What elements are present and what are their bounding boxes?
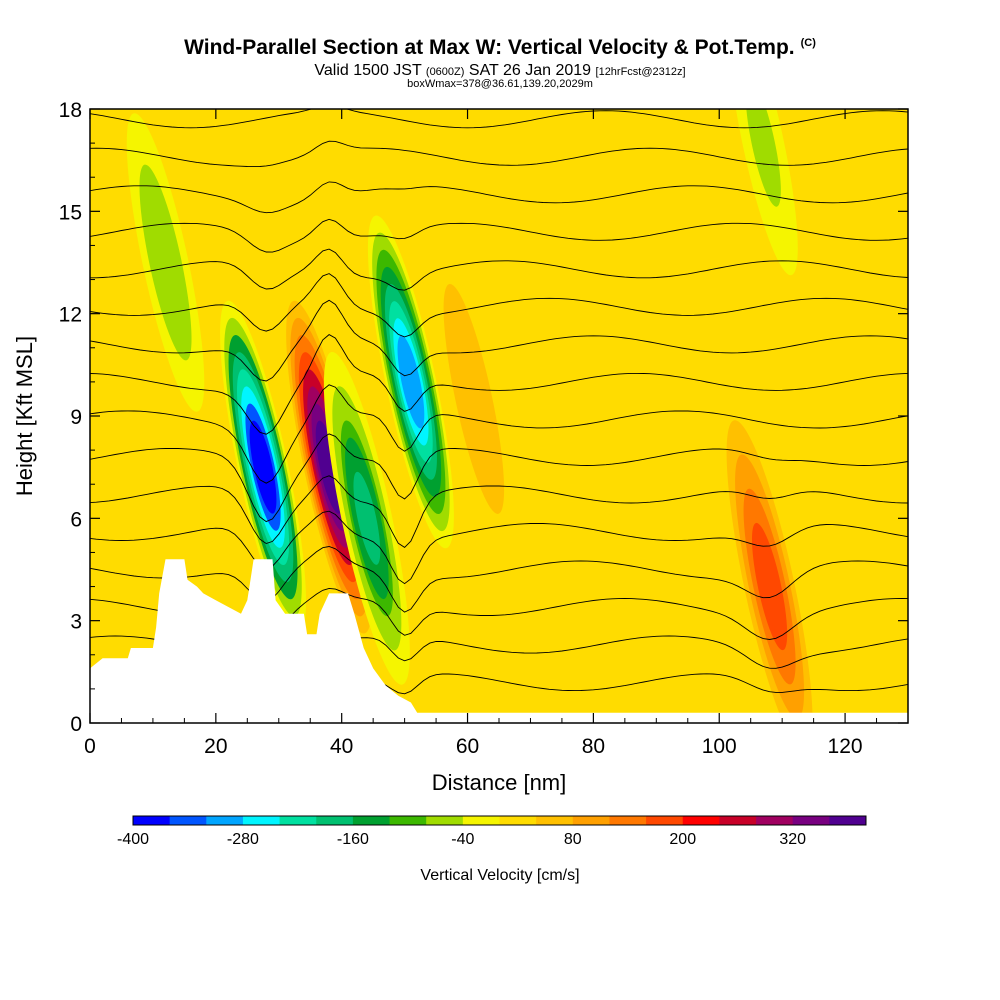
colorbar-swatch (572, 816, 610, 825)
theta-contour (90, 109, 908, 129)
x-tick-label: 120 (828, 735, 863, 758)
y-tick-label: 12 (59, 304, 82, 327)
theta-contour (90, 273, 908, 338)
colorbar-swatch (169, 816, 207, 825)
y-tick-label: 9 (70, 406, 82, 429)
x-axis-label: Distance [nm] (432, 770, 567, 795)
colorbar-swatch (756, 816, 794, 825)
theta-contour (90, 475, 908, 548)
colorbar-swatch (279, 816, 317, 825)
x-tick-label: 40 (330, 735, 353, 758)
colorbar-swatch (133, 816, 171, 825)
colorbar-swatch (829, 816, 867, 825)
theta-contour (90, 546, 908, 613)
colorbar-tick-label: -280 (227, 831, 259, 848)
theta-contour (90, 510, 908, 585)
theta-contour (90, 181, 908, 214)
colorbar-tick-label: 200 (669, 831, 696, 848)
y-tick-label: 15 (59, 201, 82, 224)
colorbar-swatch (352, 816, 391, 825)
theta-contour (90, 140, 908, 168)
colorbar-tick-label: 320 (779, 831, 806, 848)
x-tick-label: 0 (84, 735, 96, 758)
w-blob-5-7 (756, 540, 783, 634)
colorbar-swatch (792, 816, 830, 825)
theta-contour (90, 334, 908, 435)
chart-subtitle: Valid 1500 JST (0600Z) SAT 26 Jan 2019 [… (314, 62, 686, 79)
y-axis-label: Height [Kft MSL] (12, 336, 37, 496)
colorbar-swatch (316, 816, 354, 825)
y-tick-label: 18 (59, 99, 82, 122)
theta-contour (90, 218, 908, 253)
x-tick-label: 100 (702, 735, 737, 758)
colorbar-swatch (646, 816, 684, 825)
axes: 0 20 40 60 80 100 120 0 3 6 9 12 15 18 (59, 99, 908, 758)
colorbar-tick-label: -400 (117, 831, 149, 848)
w-blob-0-7 (152, 215, 179, 310)
colorbar-swatch (462, 816, 500, 825)
chart-title: Wind-Parallel Section at Max W: Vertical… (184, 36, 816, 59)
w-blob-2-7 (315, 420, 343, 514)
colorbar-swatch (242, 816, 281, 825)
box-info: boxWmax=378@36.61,139.20,2029m (407, 78, 593, 90)
colorbar-frame (132, 815, 867, 826)
y-tick-label: 0 (70, 713, 82, 736)
y-tick-label: 3 (70, 611, 82, 634)
colorbar-swatch (389, 816, 427, 825)
x-tick-label: 60 (456, 735, 479, 758)
x-tick-label: 80 (582, 735, 605, 758)
colorbar-swatch (682, 816, 720, 825)
w-blob-7-7 (749, 109, 777, 190)
colorbar-tick-label: 80 (564, 831, 582, 848)
y-tick-label: 6 (70, 508, 82, 531)
w-blob-6-7 (460, 352, 488, 446)
w-blob-4-7 (397, 335, 425, 429)
colorbar: -400 -280 -160 -40 80 200 320 (117, 815, 867, 848)
theta-contour (90, 384, 908, 484)
colorbar-swatch (499, 816, 537, 825)
x-tick-label: 20 (204, 735, 227, 758)
colorbar-swatch (426, 816, 464, 825)
colorbar-tick-label: -160 (337, 831, 369, 848)
colorbar-swatch (609, 816, 647, 825)
terrain (90, 559, 908, 723)
theta-contour (90, 248, 908, 291)
terrain-shape (90, 559, 908, 723)
colorbar-swatch (536, 816, 574, 825)
colorbar-label: Vertical Velocity [cm/s] (420, 867, 579, 884)
colorbar-tick-label: -40 (451, 831, 474, 848)
colorbar-swatch (719, 816, 757, 825)
theta-contour (90, 433, 908, 523)
w-blob-1-7 (249, 420, 277, 514)
colorbar-swatch (206, 816, 244, 825)
theta-contour (90, 299, 908, 382)
